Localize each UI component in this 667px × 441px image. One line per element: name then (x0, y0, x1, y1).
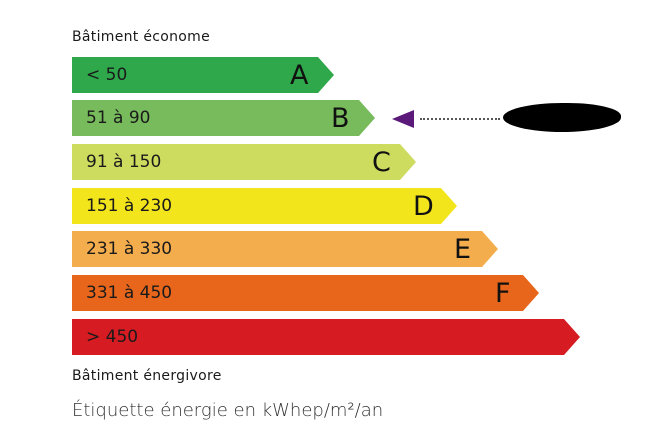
class-letter: E (454, 234, 472, 265)
bar-shape (72, 231, 498, 267)
class-range: 231 à 330 (86, 239, 173, 259)
class-range: > 450 (86, 327, 139, 347)
energy-class-bar-c: 91 à 150 C (72, 144, 416, 180)
class-letter: D (413, 191, 434, 222)
energy-class-bar-e: 231 à 330 E (72, 231, 498, 267)
current-class-arrow-icon (392, 110, 414, 128)
class-letter: B (331, 103, 350, 134)
energy-class-bar-a: < 50 A (72, 57, 334, 93)
energy-class-bar-d: 151 à 230 D (72, 188, 457, 224)
bar-shape (72, 144, 416, 180)
class-range: 91 à 150 (86, 152, 162, 172)
class-letter: A (290, 60, 309, 91)
bar-shape (72, 100, 375, 136)
footer-caption: Étiquette énergie en kWhep/m²/an (72, 400, 384, 421)
dotted-leader-line (420, 118, 500, 120)
energy-class-bar-g: > 450 (72, 319, 580, 355)
bar-shape (72, 57, 334, 93)
class-range: 331 à 450 (86, 283, 173, 303)
bar-shape (72, 188, 457, 224)
bar-shape (72, 319, 580, 355)
class-range: < 50 (86, 65, 128, 85)
energy-class-bar-b: 51 à 90 B (72, 100, 375, 136)
class-range: 51 à 90 (86, 108, 151, 128)
bar-shape (72, 275, 539, 311)
class-range: 151 à 230 (86, 196, 173, 216)
energy-class-bar-f: 331 à 450 F (72, 275, 539, 311)
top-label: Bâtiment économe (72, 29, 210, 45)
bottom-label: Bâtiment énergivore (72, 368, 222, 384)
redacted-value (503, 103, 621, 132)
class-letter: F (495, 278, 511, 309)
class-letter: C (372, 147, 391, 178)
